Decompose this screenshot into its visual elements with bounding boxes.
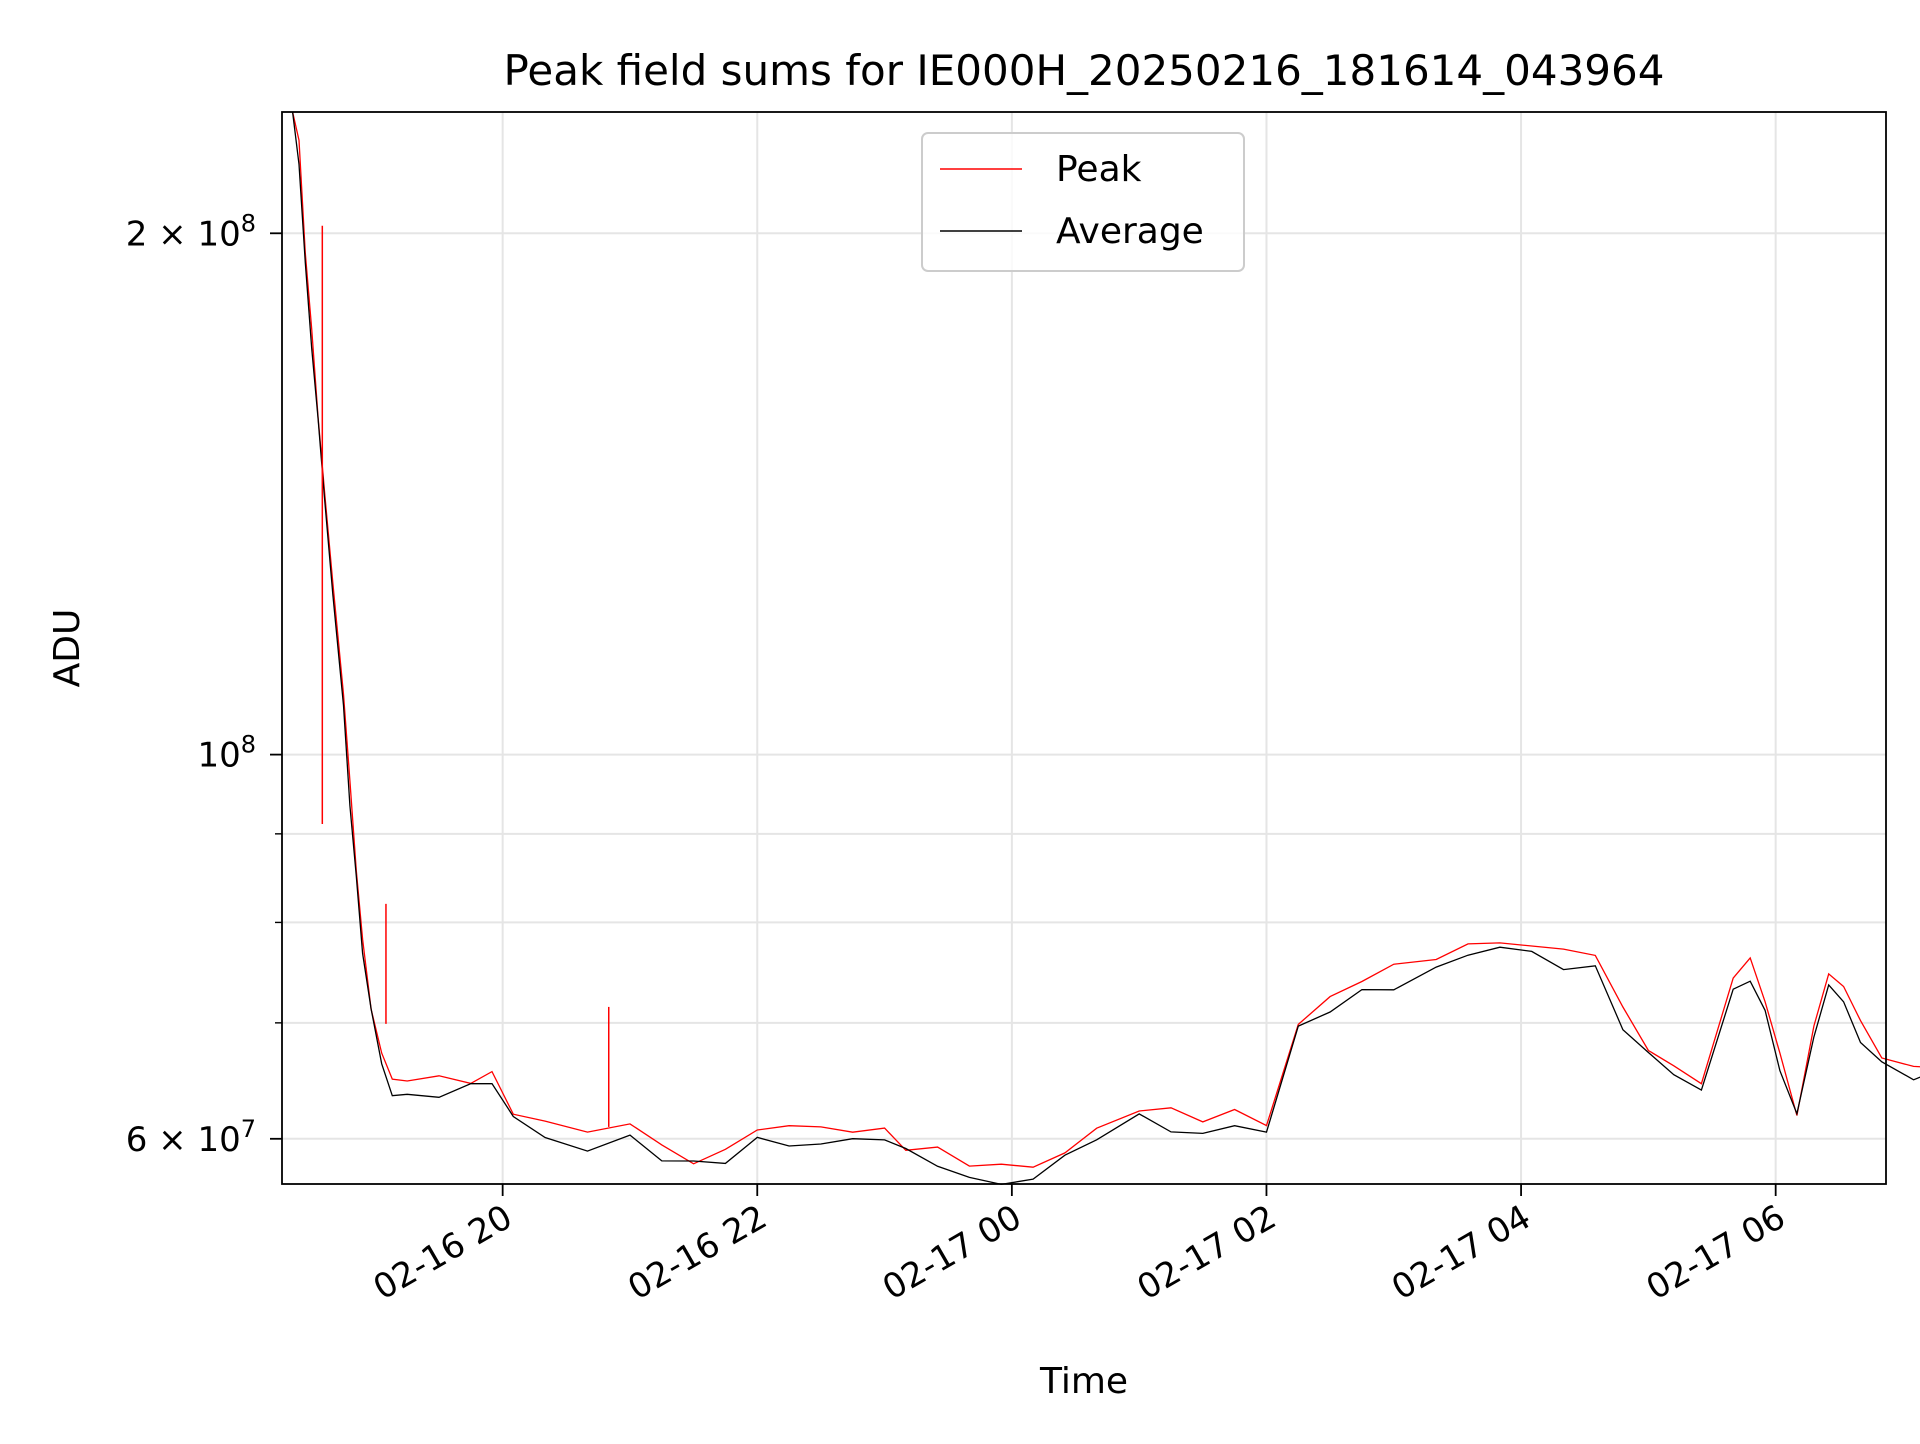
x-axis-label: Time xyxy=(1039,1361,1128,1402)
legend: Peak Average xyxy=(921,132,1245,272)
chart-title: Peak field sums for IE000H_20250216_1816… xyxy=(504,46,1665,95)
legend-label-peak: Peak xyxy=(1056,149,1142,190)
series-line-peak xyxy=(291,111,1920,1168)
series-lines xyxy=(291,111,1920,1186)
y-axis-label: ADU xyxy=(47,609,88,688)
legend-box xyxy=(921,132,1245,272)
y-tick-label: 6 × 107 xyxy=(126,1115,256,1160)
series-line-average xyxy=(291,111,1920,1186)
grid xyxy=(282,112,1886,1184)
y-tick-label: 2 × 108 xyxy=(126,209,256,254)
axes-frame xyxy=(281,111,1887,1185)
legend-label-average: Average xyxy=(1056,211,1204,252)
